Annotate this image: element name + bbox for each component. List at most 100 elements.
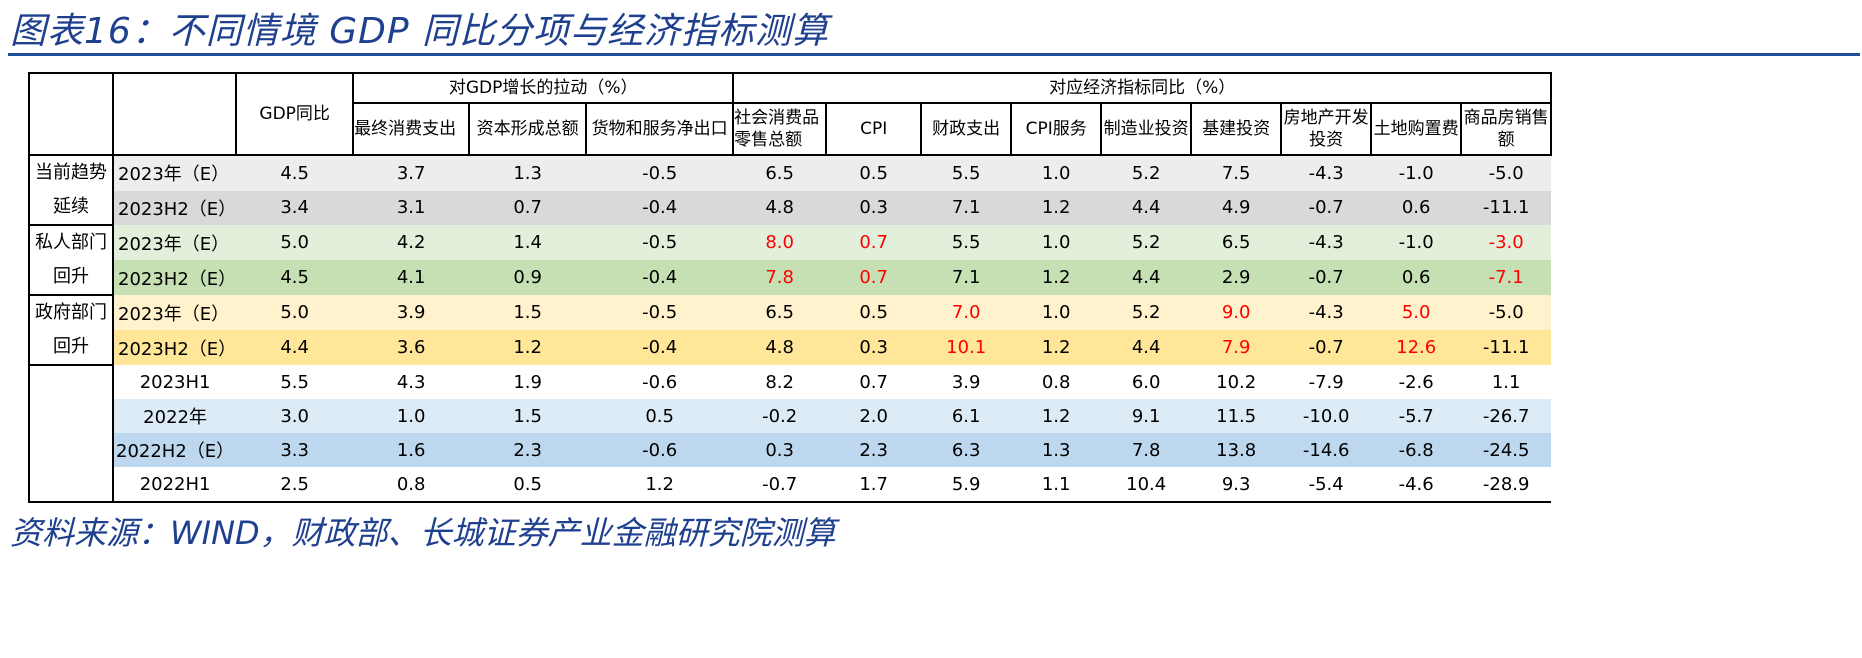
value-cell: 10.4	[1101, 467, 1192, 503]
value-cell: 1.4	[513, 232, 542, 253]
value-cell: 2.3	[513, 439, 542, 461]
header-group-indicators: 对应经济指标同比（%）	[732, 72, 1553, 104]
value-cell: 4.4	[1131, 267, 1161, 288]
header-col: CPI	[825, 102, 923, 156]
value-cell: 5.0	[280, 232, 309, 253]
value-cell: 5.5	[951, 162, 981, 184]
value-cell: 0.6	[1401, 197, 1431, 219]
header-col: 财政支出	[920, 102, 1013, 156]
table-row: 2023H1 5.5 4.3 1.9 -0.6 8.2 0.7 3.9 0.8 6.0 10.2 -7…	[28, 365, 1552, 503]
value-cell: 5.5	[280, 371, 309, 393]
period-label: 2023H2（E）	[118, 338, 237, 360]
value-cell: 1.7	[826, 467, 922, 503]
value-cell: 9.3	[1191, 467, 1282, 503]
value-cell: 0.8	[1041, 371, 1071, 393]
value-cell: -6.8	[1398, 439, 1434, 461]
scenario-label: 当前趋势延续	[28, 155, 114, 226]
value-cell: 1.2	[1041, 405, 1071, 427]
period-label: 2023年（E）	[118, 303, 230, 325]
header-group-contribution: 对GDP增长的拉动（%）	[352, 72, 735, 104]
value-cell: -0.4	[642, 197, 678, 219]
value-cell: 5.5	[951, 232, 981, 253]
value-cell: 3.6	[396, 337, 426, 358]
title-rule	[8, 53, 1860, 56]
value-cell: 1.0	[1041, 162, 1071, 184]
value-cell: 4.8	[765, 337, 794, 358]
table-body: 当前趋势延续 2023年（E） 4.5 3.7 1.3 -0.5 6.5 0.5 5.5 1.0 5…	[28, 155, 1552, 503]
value-cell: -0.7	[1308, 337, 1344, 358]
value-cell: 5.9	[921, 467, 1012, 503]
value-cell: -7.1	[1488, 267, 1524, 288]
header-blank-group	[28, 72, 114, 156]
header-col: 货物和服务净出口	[585, 102, 735, 156]
value-cell: -1.0	[1398, 162, 1434, 184]
period-label: 2022年	[143, 407, 207, 428]
value-cell: 12.6	[1396, 337, 1437, 358]
period-label: 2022H2（E）	[116, 441, 235, 462]
value-cell: 4.5	[280, 267, 309, 288]
value-cell: -0.5	[642, 232, 678, 253]
header-col: 商品房销售额	[1460, 102, 1553, 156]
value-cell: 7.1	[951, 267, 981, 288]
value-cell: 4.1	[396, 267, 426, 288]
value-cell: 8.0	[765, 232, 794, 253]
value-cell: -0.5	[642, 302, 678, 323]
value-cell: -7.9	[1308, 371, 1344, 393]
figure-title: 图表16：不同情境 GDP 同比分项与经济指标测算	[10, 11, 830, 52]
header-blank-period	[111, 72, 238, 156]
value-cell: 2.9	[1221, 267, 1251, 288]
value-cell: 0.7	[859, 267, 888, 288]
value-cell: -0.5	[642, 162, 678, 184]
value-cell: 6.1	[951, 405, 981, 427]
value-cell: -4.3	[1308, 302, 1344, 323]
header-col: 土地购置费	[1370, 102, 1463, 156]
value-cell: -0.2	[762, 405, 798, 427]
period-label: 2023H2（E）	[118, 268, 237, 290]
value-cell: -2.6	[1398, 371, 1434, 393]
value-cell: 3.9	[951, 371, 981, 393]
value-cell: -5.7	[1398, 405, 1434, 427]
value-cell: 1.2	[1041, 267, 1071, 288]
value-cell: 1.3	[513, 162, 542, 184]
value-cell: -5.0	[1488, 162, 1524, 184]
header-col: 资本形成总额	[468, 102, 588, 156]
header-gdp: GDP同比	[235, 72, 355, 156]
value-cell: 0.7	[859, 371, 888, 393]
value-cell: 5.0	[1401, 302, 1431, 323]
value-cell: 4.2	[396, 232, 426, 253]
value-cell: -0.6	[642, 439, 678, 461]
value-cell: 1.2	[1041, 197, 1071, 219]
value-cell: 10.2	[1216, 371, 1257, 393]
value-cell: 7.8	[1131, 439, 1161, 461]
value-cell: 0.3	[765, 439, 794, 461]
data-table: GDP同比 对GDP增长的拉动（%） 对应经济指标同比（%） 最终消费支出 资本…	[28, 72, 1553, 503]
value-cell: 0.5	[859, 302, 888, 323]
value-cell: 5.2	[1131, 162, 1161, 184]
value-cell: 1.2	[586, 467, 734, 503]
value-cell: 6.3	[951, 439, 981, 461]
table-row: 2022H1 2.5 0.8 0.5 1.2 -0.7 1.7 5.9 1.1 10.4 9.3 -5…	[29, 467, 1552, 503]
source-note: 资料来源：WIND，财政部、长城证券产业金融研究院测算	[10, 514, 836, 552]
value-cell: 0.3	[859, 197, 888, 219]
scenario-label: 私人部门回升	[28, 225, 114, 296]
value-cell: 4.9	[1221, 197, 1251, 219]
value-cell: 6.5	[765, 162, 794, 184]
period-label: 2023年（E）	[118, 233, 230, 255]
value-cell: 7.1	[951, 197, 981, 219]
value-cell: 0.5	[469, 467, 587, 503]
scenario-label-blank	[28, 365, 114, 503]
value-cell: 10.1	[946, 337, 987, 358]
value-cell: -0.7	[733, 467, 827, 503]
value-cell: -3.0	[1488, 232, 1524, 253]
value-cell: 7.9	[1221, 337, 1251, 358]
value-cell: 7.8	[765, 267, 794, 288]
value-cell: 0.7	[859, 232, 888, 253]
value-cell: -14.6	[1302, 439, 1350, 461]
value-cell: 9.0	[1221, 302, 1251, 323]
table-row: 2023H2（E） 4.5 4.1 0.9 -0.4 7.8 0.7 7.1 1.2 4.4 2.9…	[29, 260, 1552, 295]
header-col: 社会消费品零售总额	[732, 102, 828, 156]
header-col: 制造业投资	[1100, 102, 1193, 156]
value-cell: 5.2	[1131, 232, 1161, 253]
value-cell: -28.9	[1461, 467, 1552, 503]
table-row: 当前趋势延续 2023年（E） 4.5 3.7 1.3 -0.5 6.5 0.5 5.5 1.0 5…	[28, 155, 1552, 226]
